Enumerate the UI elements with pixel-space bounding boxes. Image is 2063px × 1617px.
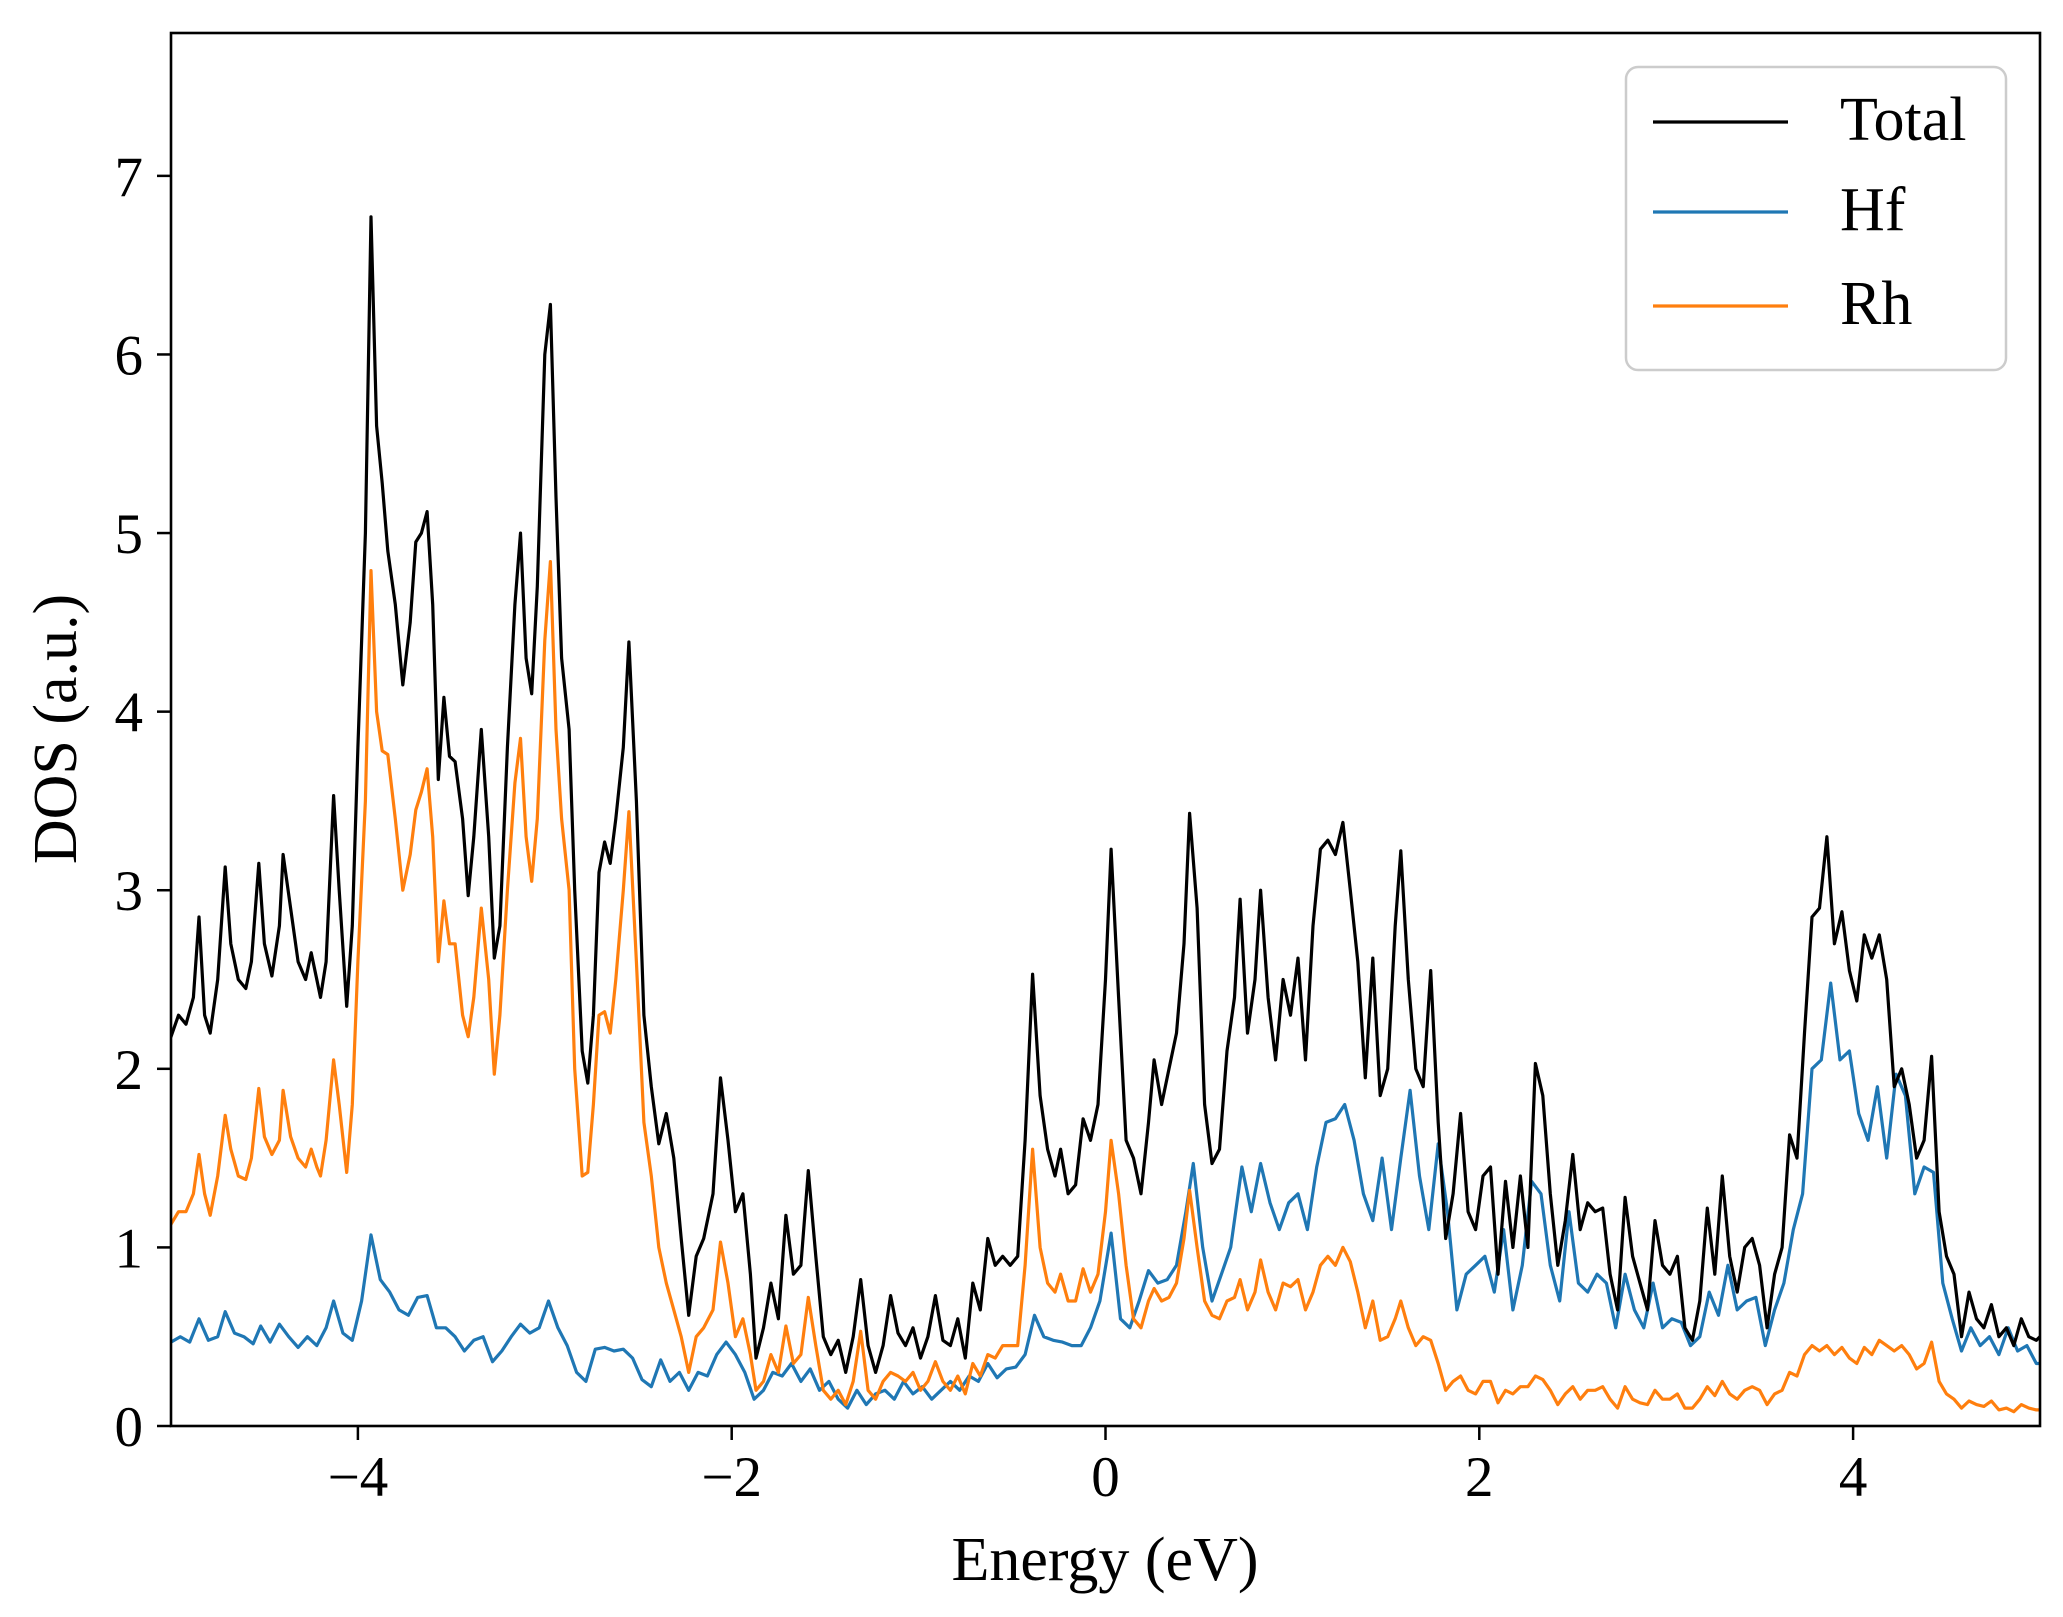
legend-label-hf: Hf [1840, 176, 1906, 244]
y-tick-label: 1 [115, 1217, 144, 1280]
y-tick-label: 7 [115, 146, 144, 209]
legend: Total Hf Rh [1624, 65, 2008, 372]
x-axis: −4 −2 0 2 4 [328, 1426, 1868, 1509]
x-tick-label: 0 [1091, 1446, 1120, 1509]
legend-frame [1624, 65, 2008, 372]
series-line-total [171, 215, 2040, 1374]
x-tick-label: 2 [1465, 1446, 1494, 1509]
x-axis-title: Energy (eV) [951, 1526, 1258, 1594]
legend-label-total: Total [1840, 86, 1967, 154]
y-tick-label: 4 [115, 682, 144, 745]
x-tick-label: 4 [1839, 1446, 1868, 1509]
y-axis: 0 1 2 3 4 5 6 7 [115, 146, 171, 1459]
x-tick-label: −4 [328, 1446, 389, 1509]
y-tick-label: 0 [115, 1396, 144, 1459]
series-layer [171, 215, 2040, 1414]
y-tick-label: 2 [115, 1039, 144, 1102]
y-tick-label: 6 [115, 324, 144, 387]
series-line-hf [171, 981, 2040, 1410]
y-tick-label: 5 [115, 503, 144, 566]
y-axis-title: DOS (a.u.) [22, 594, 90, 864]
series-line-rh [171, 560, 2040, 1414]
y-tick-label: 3 [115, 860, 144, 923]
x-tick-label: −2 [701, 1446, 762, 1509]
legend-label-rh: Rh [1840, 270, 1912, 338]
